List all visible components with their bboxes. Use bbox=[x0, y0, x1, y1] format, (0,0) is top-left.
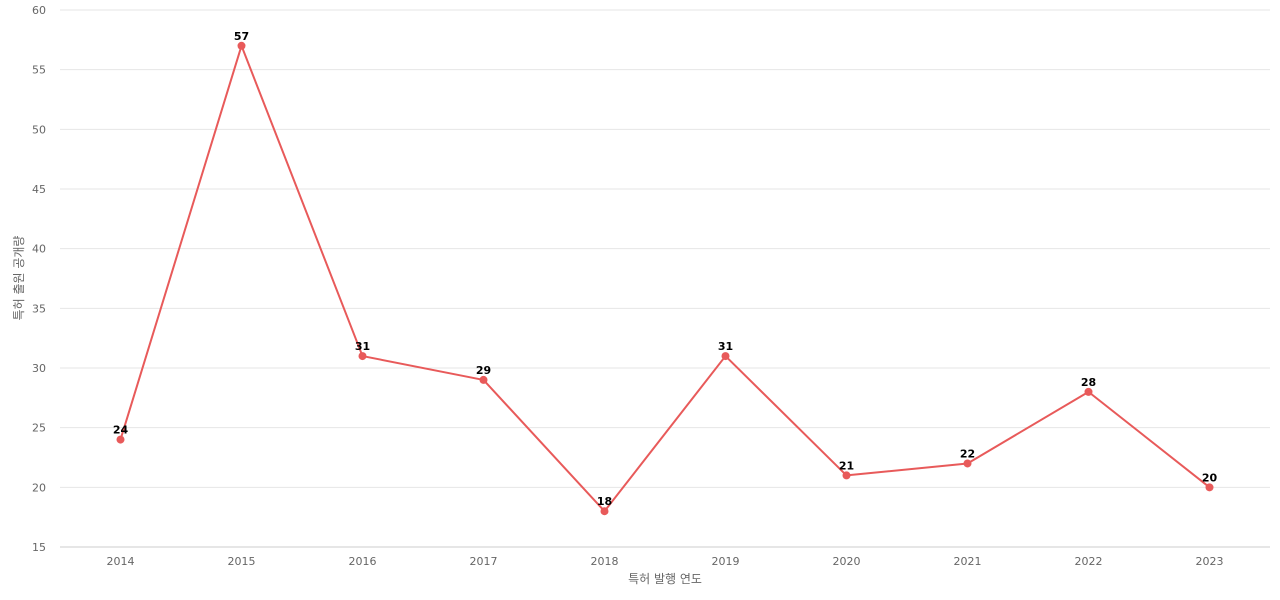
data-label: 31 bbox=[355, 340, 370, 353]
x-tick-label: 2023 bbox=[1196, 555, 1224, 568]
series-layer bbox=[116, 41, 1214, 516]
data-point bbox=[1205, 483, 1214, 492]
data-point bbox=[600, 507, 609, 516]
data-point bbox=[963, 459, 972, 468]
x-tick-label: 2014 bbox=[107, 555, 135, 568]
x-tick-label: 2017 bbox=[470, 555, 498, 568]
data-point bbox=[1084, 387, 1093, 396]
data-label: 22 bbox=[960, 447, 975, 460]
x-tick-label: 2020 bbox=[833, 555, 861, 568]
data-label: 20 bbox=[1202, 471, 1218, 484]
data-point bbox=[479, 375, 488, 384]
data-label: 29 bbox=[476, 364, 491, 377]
y-tick-label: 35 bbox=[32, 302, 46, 315]
data-point bbox=[358, 352, 367, 361]
data-label: 24 bbox=[113, 424, 129, 437]
y-tick-label: 25 bbox=[32, 422, 46, 435]
y-axis-title: 특허 출원 공개량 bbox=[12, 236, 26, 321]
y-tick-label: 60 bbox=[32, 4, 46, 17]
x-tick-label: 2018 bbox=[591, 555, 619, 568]
grid-layer bbox=[60, 9, 1270, 488]
data-label: 28 bbox=[1081, 376, 1096, 389]
data-label: 18 bbox=[597, 495, 612, 508]
y-tick-label: 45 bbox=[32, 183, 46, 196]
y-tick-label: 55 bbox=[32, 64, 46, 77]
data-point bbox=[842, 471, 851, 480]
data-label: 31 bbox=[718, 340, 733, 353]
x-axis-title: 특허 발행 연도 bbox=[628, 571, 702, 586]
data-point bbox=[116, 435, 125, 444]
x-tick-label: 2016 bbox=[349, 555, 377, 568]
data-point bbox=[721, 352, 730, 361]
x-tick-label: 2022 bbox=[1075, 555, 1103, 568]
data-label: 57 bbox=[234, 30, 249, 43]
label-layer: 24 57 31 29 18 31 21 22 28 20 bbox=[113, 30, 1218, 508]
y-tick-label: 20 bbox=[32, 481, 46, 494]
x-tick-label: 2015 bbox=[228, 555, 256, 568]
y-tick-label: 40 bbox=[32, 243, 46, 256]
data-point bbox=[237, 41, 246, 50]
x-tick-label: 2019 bbox=[712, 555, 740, 568]
series-line bbox=[119, 44, 1211, 513]
y-tick-label: 30 bbox=[32, 362, 46, 375]
data-label: 21 bbox=[839, 459, 854, 472]
x-tick-label: 2021 bbox=[954, 555, 982, 568]
y-tick-label: 50 bbox=[32, 123, 46, 136]
y-tick-label: 15 bbox=[32, 541, 46, 554]
